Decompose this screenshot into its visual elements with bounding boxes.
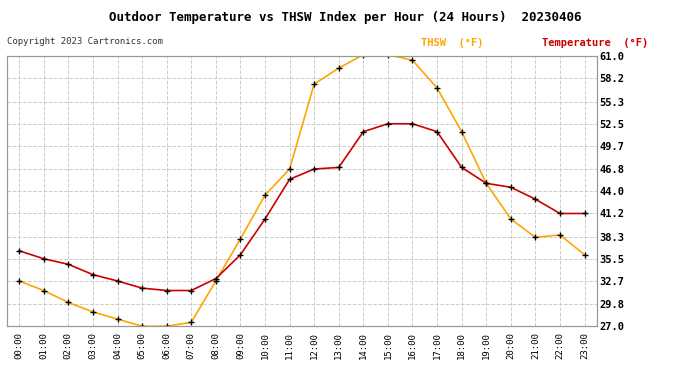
Text: Copyright 2023 Cartronics.com: Copyright 2023 Cartronics.com [7, 38, 163, 46]
Text: THSW  (°F): THSW (°F) [421, 38, 484, 48]
Text: Temperature  (°F): Temperature (°F) [542, 38, 648, 48]
Text: Outdoor Temperature vs THSW Index per Hour (24 Hours)  20230406: Outdoor Temperature vs THSW Index per Ho… [109, 11, 581, 24]
